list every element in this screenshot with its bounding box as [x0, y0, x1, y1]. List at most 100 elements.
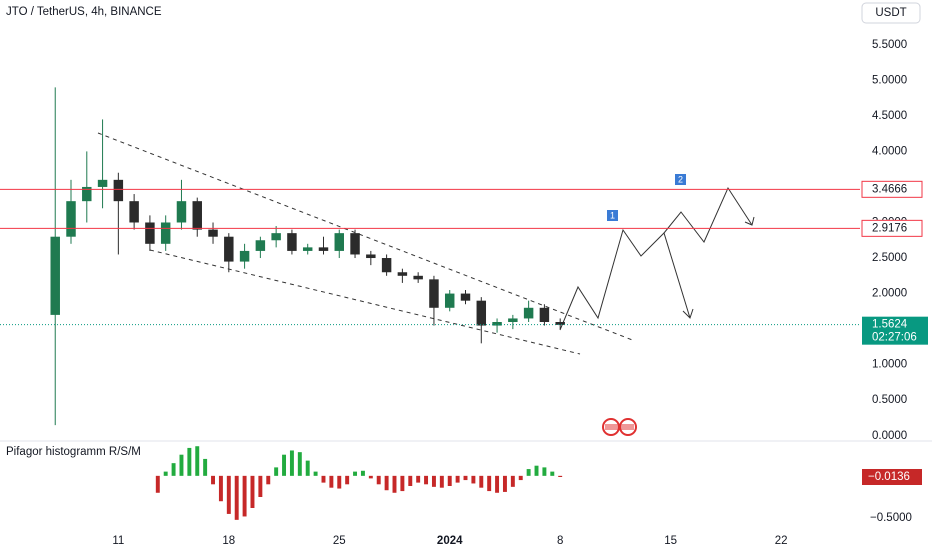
histogram-bar — [376, 475, 381, 485]
histogram-bar — [250, 475, 255, 508]
y-tick-label: 4.0000 — [872, 145, 907, 157]
histogram-bar — [392, 475, 397, 493]
candle-body — [97, 179, 108, 187]
histogram-bar — [187, 447, 192, 476]
candle-body — [429, 279, 439, 308]
candle-body — [239, 250, 250, 262]
candle-body — [302, 247, 313, 251]
histogram-bar — [171, 463, 176, 476]
histogram-bar — [297, 452, 302, 476]
histogram-bar — [337, 475, 342, 489]
candle-body — [176, 201, 187, 223]
candle-body — [208, 229, 218, 237]
drawings — [97, 132, 755, 355]
histogram-bar — [447, 475, 452, 486]
annotation-box — [607, 210, 618, 221]
histogram-bar — [179, 454, 184, 476]
histogram-bar — [510, 475, 515, 487]
histogram-bar — [282, 454, 287, 476]
x-tick-label: 22 — [775, 535, 788, 547]
candle-body — [444, 293, 455, 308]
histogram-bar — [211, 475, 215, 485]
histogram-bar — [203, 458, 208, 476]
arrow-head — [682, 308, 694, 319]
y-tick-label: 0.0000 — [872, 430, 907, 442]
histogram-bar — [479, 475, 484, 488]
histogram-bar — [289, 450, 294, 476]
histogram-bar — [345, 475, 350, 485]
histogram-bar — [360, 470, 365, 476]
projection-2 — [663, 186, 753, 243]
x-tick-label: 8 — [557, 535, 563, 547]
histogram-bar — [518, 475, 523, 481]
level-box — [861, 180, 923, 198]
histogram-bar — [558, 475, 563, 477]
x-tick-label: 25 — [333, 535, 346, 547]
histogram-bar — [155, 475, 160, 493]
y-tick-label: 0.5000 — [872, 394, 907, 406]
candle-body — [555, 322, 565, 325]
histogram-bar — [353, 471, 358, 476]
y-tick-label: 2.0000 — [872, 288, 907, 300]
x-tick-label: 11 — [112, 535, 124, 547]
candle-body — [129, 201, 139, 223]
histogram-bar — [550, 471, 555, 476]
histogram-bar — [218, 475, 223, 502]
histogram-bar — [534, 465, 539, 476]
histogram-bar — [471, 475, 476, 484]
y-tick-label: 5.0000 — [872, 74, 907, 86]
currency-label: USDT — [875, 7, 906, 19]
histogram-bar — [463, 475, 468, 481]
indicator-title: Pifagor histogramm R/S/M — [6, 446, 141, 458]
histogram-bar — [195, 446, 200, 476]
histogram-bar — [502, 475, 507, 492]
histogram-bar — [487, 475, 492, 492]
candle-body — [224, 236, 234, 262]
candle-body — [476, 300, 487, 326]
candle-body — [113, 179, 124, 202]
candle-body — [66, 201, 76, 237]
logo-band — [605, 424, 634, 430]
annotation-label: 1 — [610, 210, 615, 220]
candle-body — [145, 222, 155, 244]
countdown: 02:27:06 — [872, 332, 917, 344]
candle-body — [160, 222, 171, 244]
histogram-bar — [305, 460, 310, 476]
y-tick-label: −0.5000 — [870, 512, 912, 524]
histogram-bar — [163, 471, 168, 476]
histogram-bar — [368, 475, 373, 479]
candle-body — [287, 233, 297, 251]
histogram-bar — [400, 475, 405, 492]
histogram-bar — [455, 475, 460, 483]
last-value-label: −0.0136 — [868, 471, 910, 483]
x-tick-label: 2024 — [437, 535, 463, 547]
histogram-bar — [258, 475, 263, 497]
last-price-box — [862, 316, 928, 345]
annotation-label: 2 — [678, 174, 683, 184]
histogram-bar — [542, 467, 547, 476]
candle-body — [523, 307, 534, 319]
histogram-bar — [321, 475, 326, 483]
histogram-bar — [234, 475, 239, 520]
histogram-bar — [274, 467, 279, 476]
currency-button[interactable] — [861, 2, 921, 24]
histogram-bar — [424, 475, 429, 485]
logo — [602, 418, 637, 436]
histogram-bar — [439, 475, 444, 488]
candle-body — [413, 275, 423, 280]
x-tick-label: 15 — [664, 535, 677, 547]
candle-body — [508, 318, 518, 323]
candle-body — [492, 322, 502, 326]
candle-body — [82, 186, 92, 202]
level-box — [861, 219, 923, 237]
arrow-head — [744, 216, 755, 226]
candle-body — [397, 272, 408, 276]
level-label: 2.9176 — [872, 222, 907, 234]
histogram-bar — [431, 475, 436, 487]
candle-body — [255, 240, 266, 251]
candle-body — [366, 254, 376, 259]
symbol-title: JTO / TetherUS, 4h, BINANCE — [6, 6, 162, 18]
level-label: 3.4666 — [872, 183, 907, 195]
candle-body — [50, 236, 60, 315]
